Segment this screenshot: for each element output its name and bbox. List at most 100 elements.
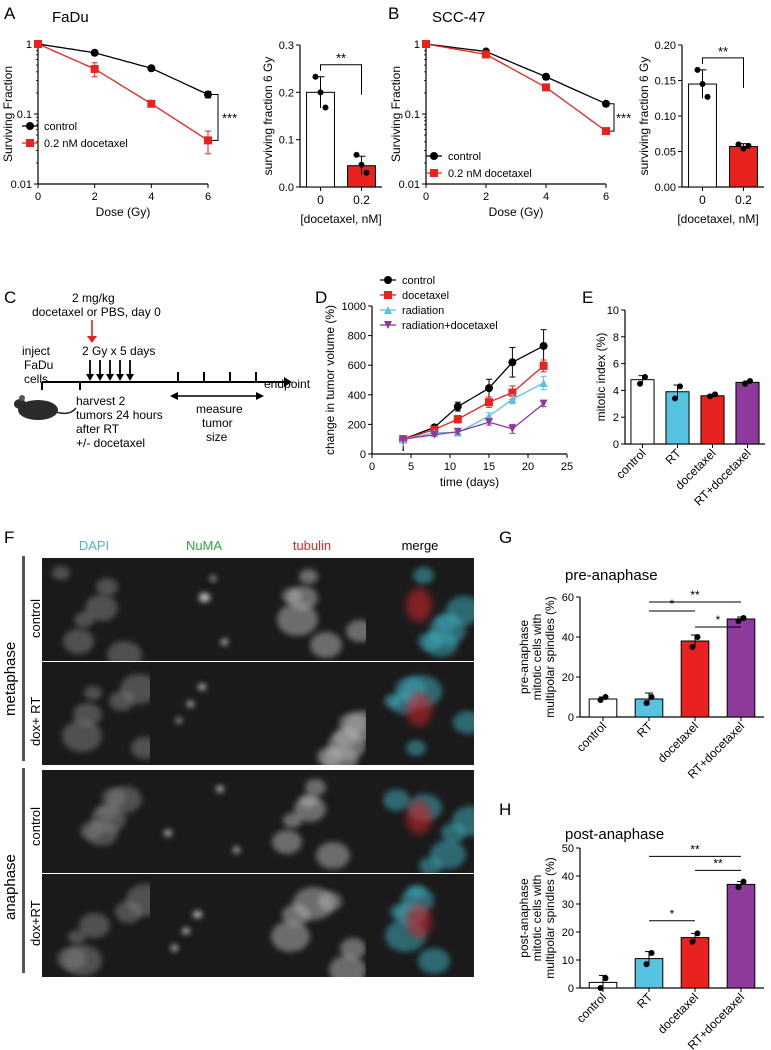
metaphase-bracket xyxy=(22,556,25,761)
x-tick-label: 0.2 xyxy=(735,193,752,207)
cell-signal xyxy=(294,796,326,822)
x-tick-label: 0 xyxy=(369,461,375,473)
y-axis-label: mitotic cells with xyxy=(530,614,544,701)
series-1 xyxy=(34,40,212,155)
timeline-arrowhead xyxy=(284,377,292,387)
cell-signal xyxy=(199,593,210,602)
panel-letter-a: A xyxy=(4,4,16,23)
y-tick-label: 40 xyxy=(562,632,574,644)
data-point xyxy=(90,48,99,57)
data-point xyxy=(602,99,610,108)
micrograph-r1-tubulin xyxy=(258,558,366,661)
cell-signal xyxy=(305,779,326,796)
cell-signal xyxy=(107,641,142,661)
panel-letter-f: F xyxy=(4,528,15,547)
replicate-point xyxy=(317,89,324,96)
x-tick-label: docetaxel xyxy=(655,990,701,1036)
y-tick-label: 50 xyxy=(562,843,574,855)
cell-signal xyxy=(102,788,126,808)
replicate-point xyxy=(322,104,329,111)
x-tick-label: 2 xyxy=(92,191,98,203)
bar xyxy=(680,937,710,989)
cell-signal xyxy=(316,842,350,870)
significance-bracket xyxy=(320,64,362,95)
series-0 xyxy=(399,329,548,451)
row-label-2: dox+ RT xyxy=(28,696,43,746)
fit-line xyxy=(425,43,607,132)
y-tick-label: 0.0 xyxy=(279,182,294,194)
replicate-point xyxy=(742,380,748,387)
replicate-point xyxy=(745,142,752,149)
bar xyxy=(700,395,725,445)
legend-label: control xyxy=(402,275,435,287)
data-point xyxy=(539,378,548,387)
panel-title-g: pre-anaphase xyxy=(565,567,658,584)
bar xyxy=(729,146,758,188)
y-tick-label: 0.01 xyxy=(399,179,420,191)
red-arrow-head xyxy=(87,336,97,343)
legend-marker xyxy=(384,306,392,314)
data-point xyxy=(422,40,430,48)
measure-text-2: tumor xyxy=(202,416,233,430)
cell-signal xyxy=(339,713,366,735)
x-tick-label: control xyxy=(613,446,648,481)
micrograph-r2-tubulin xyxy=(258,662,366,765)
cell-signal xyxy=(383,789,410,811)
y-axis-label: change in tumor volume (%) xyxy=(323,305,337,455)
y-tick-label: 0.00 xyxy=(655,182,676,194)
harvest-text-4: +/- docetaxel xyxy=(76,436,146,450)
cell-signal xyxy=(418,948,450,974)
panel-letter-d: D xyxy=(315,288,328,307)
panel-letter-b: B xyxy=(388,4,400,23)
replicate-point xyxy=(735,618,742,624)
x-tick-label: 6 xyxy=(205,191,211,203)
series-1 xyxy=(422,40,610,136)
bar xyxy=(680,640,710,718)
inject-text-2: FaDu xyxy=(24,358,54,372)
micrograph-r4-dapi xyxy=(42,874,150,977)
y-tick-label: 20 xyxy=(562,672,574,684)
y-tick-label: 10 xyxy=(562,955,574,967)
y-tick-label: 0 xyxy=(613,439,619,451)
y-tick-label: 1 xyxy=(414,39,420,51)
y-axis-label: mitotic index (%) xyxy=(594,333,608,422)
replicate-point xyxy=(597,697,604,703)
legend-marker xyxy=(26,139,34,147)
legend-label: 0.2 nM docetaxel xyxy=(448,168,532,180)
y-tick-label: 8 xyxy=(613,332,619,344)
fit-line xyxy=(37,43,209,96)
replicate-point xyxy=(643,700,650,706)
y-axis-label: pre-anaphase xyxy=(517,620,531,694)
chart-a-bar: 0.0 0.1 0.2 0.3 0 0.2 [docetaxel, nM] surviving… xyxy=(261,40,382,226)
micrograph-r4-numa xyxy=(150,874,258,977)
micrograph-r3-numa xyxy=(150,770,258,873)
y-tick-label: 0.3 xyxy=(279,40,294,52)
tubulin-signal xyxy=(406,588,432,622)
y-tick-label: 0.2 xyxy=(279,87,294,99)
replicate-point xyxy=(699,81,706,88)
data-point xyxy=(482,50,490,59)
legend-label: docetaxel xyxy=(402,290,449,302)
cell-signal xyxy=(340,938,366,959)
col-header-merge: merge xyxy=(401,538,439,553)
replicate-point xyxy=(740,878,747,885)
data-point xyxy=(34,40,42,48)
panel-c-schematic: 2 mg/kg docetaxel or PBS, day 0 inject F… xyxy=(0,290,310,450)
scale-bar xyxy=(437,1028,465,1030)
y-tick-label: 0.20 xyxy=(655,40,676,52)
micrograph-r4-merge xyxy=(366,874,474,977)
series-0 xyxy=(422,40,610,108)
panel-title-b: SCC-47 xyxy=(432,9,486,26)
x-tick-label: docetaxel xyxy=(655,719,701,765)
y-tick-label: 0.10 xyxy=(655,111,676,123)
y-axis-label: surviving fraction 6 Gy xyxy=(261,57,275,176)
y-axis-label: Surviving Fraction xyxy=(389,66,403,162)
data-point xyxy=(508,395,517,404)
cell-signal xyxy=(328,730,366,761)
y-tick-label: 20 xyxy=(562,927,574,939)
cell-signal xyxy=(176,718,182,723)
y-tick-label: 0 xyxy=(360,449,366,461)
legend-marker xyxy=(430,169,438,177)
x-tick-label: control xyxy=(574,990,609,1025)
